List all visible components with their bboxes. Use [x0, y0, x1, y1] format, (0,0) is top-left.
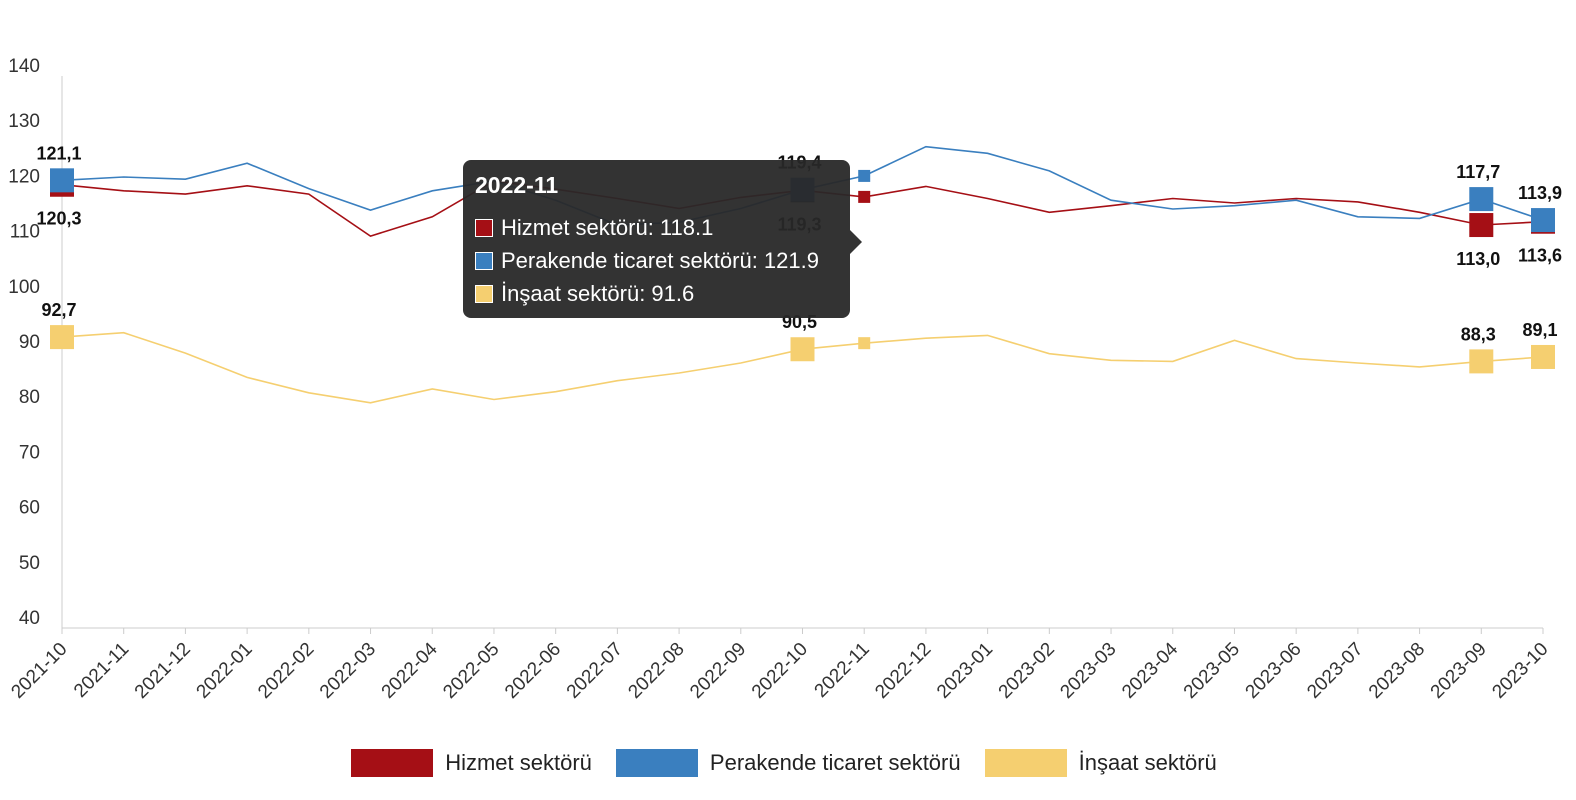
tooltip-text-insaat: İnşaat sektörü: 91.6	[501, 281, 695, 306]
chart-legend: Hizmet sektörü Perakende ticaret sektörü…	[0, 740, 1576, 786]
legend-swatch-insaat	[984, 749, 1067, 777]
data-label: 113,0	[1456, 249, 1500, 269]
data-label: 113,6	[1518, 246, 1562, 266]
hover-tooltip: 2022-11 Hizmet sektörü: 118.1 Perakende …	[463, 160, 862, 318]
hover-marker[interactable]	[858, 337, 871, 350]
x-tick-label: 2022-11	[811, 639, 874, 702]
tooltip-row-hizmet: Hizmet sektörü: 118.1	[475, 215, 713, 241]
line-chart: 4050607080901001101201301402021-102021-1…	[7, 56, 1562, 703]
hover-marker[interactable]	[858, 190, 871, 203]
tooltip-text-hizmet: Hizmet sektörü: 118.1	[501, 215, 714, 240]
y-tick-label: 120	[8, 166, 40, 187]
tooltip-title: 2022-11	[475, 172, 559, 198]
highlight-marker[interactable]	[1531, 208, 1555, 233]
y-tick-label: 130	[8, 111, 40, 132]
tooltip-text-perakende: Perakende ticaret sektörü: 121.9	[501, 248, 819, 273]
highlight-marker[interactable]	[50, 325, 74, 350]
tooltip-row-perakende: Perakende ticaret sektörü: 121.9	[475, 248, 819, 274]
legend-swatch-hizmet	[351, 749, 434, 777]
highlight-marker[interactable]	[1469, 349, 1494, 374]
data-label: 121,1	[36, 143, 81, 163]
legend-label-hizmet: Hizmet sektörü	[445, 750, 592, 775]
data-label: 89,1	[1522, 320, 1557, 340]
x-tick-label: 2022-04	[378, 638, 442, 702]
legend-item-hizmet[interactable]: Hizmet sektörü	[351, 749, 592, 777]
legend-swatch-perakende	[615, 749, 698, 777]
x-tick-label: 2022-10	[748, 639, 812, 703]
x-tick-label: 2023-06	[1242, 639, 1306, 703]
x-tick-label: 2022-07	[563, 639, 627, 703]
x-tick-label: 2023-03	[1056, 639, 1120, 703]
x-tick-label: 2021-11	[70, 639, 133, 702]
x-tick-label: 2023-09	[1427, 639, 1491, 703]
x-tick-label: 2023-08	[1365, 639, 1429, 703]
highlight-marker[interactable]	[1469, 213, 1494, 238]
x-tick-label: 2022-05	[439, 639, 503, 703]
x-tick-label: 2022-02	[254, 639, 318, 703]
legend-item-insaat[interactable]: İnşaat sektörü	[984, 749, 1217, 777]
x-tick-label: 2023-05	[1180, 639, 1244, 703]
x-tick-label: 2022-08	[624, 639, 688, 703]
highlight-marker[interactable]	[50, 168, 74, 193]
legend-label-perakende: Perakende ticaret sektörü	[709, 750, 961, 775]
x-tick-label: 2022-06	[501, 639, 565, 703]
x-tick-label: 2023-07	[1303, 639, 1367, 703]
tooltip-swatch-perakende	[475, 252, 493, 270]
tooltip-swatch-hizmet	[475, 219, 493, 237]
x-tick-label: 2023-10	[1488, 639, 1552, 703]
data-label: 120,3	[36, 209, 81, 229]
y-tick-label: 80	[19, 387, 40, 408]
data-label: 113,9	[1518, 183, 1562, 203]
data-label: 92,7	[41, 300, 76, 320]
legend-item-perakende[interactable]: Perakende ticaret sektörü	[615, 749, 961, 777]
x-tick-label: 2021-12	[131, 639, 195, 703]
x-tick-label: 2023-04	[1118, 638, 1182, 702]
x-tick-label: 2022-01	[193, 639, 257, 703]
y-tick-label: 70	[19, 442, 40, 463]
hover-marker[interactable]	[858, 169, 871, 182]
tooltip-swatch-insaat	[475, 285, 493, 303]
x-tick-label: 2022-09	[686, 639, 750, 703]
y-tick-label: 110	[10, 222, 40, 243]
data-label: 117,7	[1456, 162, 1500, 182]
x-tick-label: 2022-03	[316, 639, 380, 703]
y-tick-label: 60	[19, 498, 40, 519]
y-tick-label: 140	[8, 56, 40, 77]
highlight-marker[interactable]	[1469, 187, 1494, 212]
y-tick-label: 40	[19, 608, 40, 629]
y-tick-label: 90	[19, 332, 40, 353]
data-label: 88,3	[1461, 324, 1496, 344]
y-tick-label: 100	[8, 277, 40, 298]
x-tick-label: 2021-10	[7, 639, 71, 703]
x-tick-label: 2023-01	[933, 639, 997, 703]
x-tick-label: 2023-02	[995, 639, 1059, 703]
highlight-marker[interactable]	[790, 337, 815, 362]
tooltip-row-insaat: İnşaat sektörü: 91.6	[475, 281, 694, 307]
legend-label-insaat: İnşaat sektörü	[1078, 750, 1217, 775]
x-tick-label: 2022-12	[871, 639, 935, 703]
y-tick-label: 50	[19, 553, 40, 574]
highlight-marker[interactable]	[1531, 344, 1555, 369]
